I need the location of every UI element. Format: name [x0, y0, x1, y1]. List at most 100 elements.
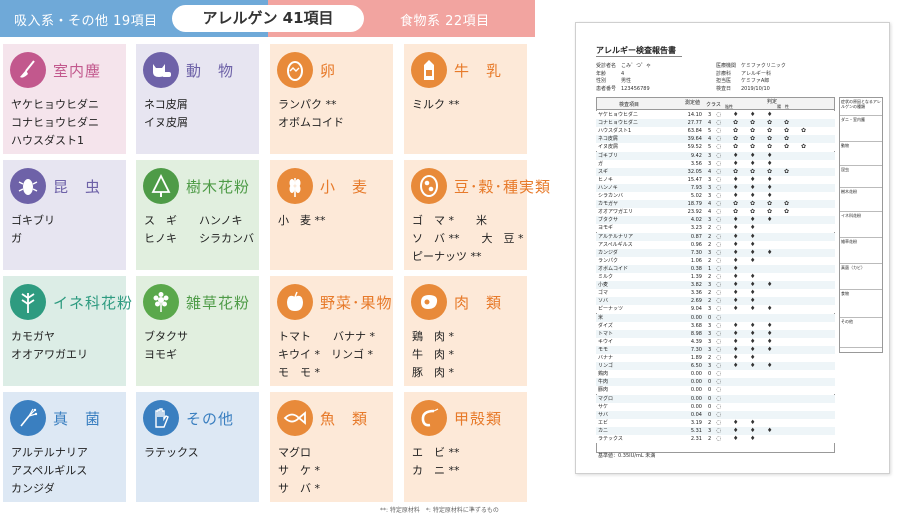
report-item-name: 牛肉: [598, 379, 609, 386]
class-marker: ♦: [733, 192, 739, 199]
report-item-value: 9.04: [690, 306, 702, 313]
class-marker: ♦: [733, 337, 739, 345]
header-total-label: アレルゲン 41項目: [172, 5, 364, 32]
report-item-value: 3.82: [690, 282, 702, 289]
class-marker: ✿: [750, 119, 756, 127]
class-marker: ✿: [733, 119, 739, 127]
footnote: **: 特定原材料 *: 特定原材料に準ずるもの: [380, 507, 499, 514]
card-item-list: アルテルナリア アスペルギルス カンジダ: [11, 444, 88, 498]
class-marker: ✿: [784, 167, 790, 175]
class-marker: ♦: [750, 256, 756, 264]
report-item-name: ラテックス: [598, 436, 623, 442]
report-row: ヒノキ 15.47 3 ◌ ♦ ♦ ♦: [596, 175, 835, 184]
report-item-class: 3: [708, 160, 712, 167]
class-marker: ✿: [784, 127, 790, 135]
glove-icon: [143, 400, 179, 436]
class-marker: ♦: [750, 175, 756, 183]
header-class: クラス: [706, 102, 721, 108]
legend-box: 食物: [840, 290, 882, 318]
report-item-value: 5.02: [690, 193, 702, 199]
class-marker: ◌: [716, 135, 722, 143]
cat-icon: [143, 52, 179, 88]
class-marker: ✿: [733, 127, 739, 135]
report-item-name: サバ: [598, 411, 609, 418]
report-item-class: 1: [708, 265, 712, 272]
report-info-line: 年齢 4: [596, 70, 625, 77]
class-marker: ♦: [767, 111, 773, 118]
header-food-label: 食物系 22項目: [400, 14, 490, 29]
report-item-value: 1.06: [690, 257, 702, 264]
report-row: モモ 7.30 3 ◌ ♦ ♦ ♦: [596, 345, 835, 354]
card-item: ヨモギ: [144, 348, 177, 361]
header-judge: 判定: [767, 99, 778, 105]
class-marker: ♦: [733, 345, 739, 353]
fish-icon: [277, 400, 313, 436]
allergen-card: 甲殻類エ ビ ** カ ニ **: [404, 392, 527, 502]
report-item-name: ヒノキ: [598, 176, 614, 183]
class-marker: ◌: [716, 410, 722, 418]
legend-box: 樹木花粉: [840, 188, 882, 212]
report-item-value: 0.00: [690, 403, 702, 410]
card-title: 牛 乳: [454, 62, 503, 80]
card-item: モ モ *: [278, 366, 320, 379]
class-marker: ◌: [716, 402, 722, 410]
class-marker: ♦: [733, 321, 739, 329]
class-marker: ♦: [750, 151, 756, 159]
card-item: ス ギ ハンノキ: [144, 214, 243, 227]
class-marker: ✿: [767, 127, 773, 135]
class-marker: ♦: [733, 297, 739, 305]
card-title: 雑草花粉: [186, 294, 251, 312]
card-item-list: 鶏 肉 * 牛 肉 * 豚 肉 *: [412, 328, 454, 382]
report-item-name: 豚肉: [598, 387, 609, 394]
class-marker: ♦: [733, 289, 739, 297]
tree-icon: [143, 168, 179, 204]
class-marker: ♦: [733, 232, 739, 240]
report-item-class: 2: [708, 298, 712, 305]
report-item-name: モモ: [598, 346, 609, 353]
report-item-class: 0: [708, 403, 712, 410]
report-info-line: 受診者名 こみ゛つ゜ゃ: [596, 63, 652, 69]
class-marker: ♦: [750, 305, 756, 313]
report-item-class: 5: [708, 144, 712, 151]
report-row: オボムコイド 0.38 1 ◌ ♦: [596, 264, 835, 273]
allergen-card: 卵ランパク ** オボムコイド: [270, 44, 393, 154]
class-marker: ◌: [716, 216, 722, 224]
class-marker: ♦: [767, 151, 773, 159]
card-title: 動 物: [186, 62, 235, 80]
class-marker: ♦: [750, 329, 756, 337]
card-title: 真 菌: [53, 410, 102, 428]
report-row: ヨモギ 3.23 2 ◌ ♦ ♦: [596, 224, 835, 233]
report-item-name: バナナ: [598, 355, 614, 361]
report-item-class: 2: [708, 274, 712, 280]
class-marker: ♦: [767, 345, 773, 353]
report-item-class: 3: [708, 338, 712, 345]
report-item-name: オオアワガエリ: [598, 209, 634, 216]
class-marker: ♦: [767, 216, 773, 224]
class-marker: ◌: [716, 264, 722, 272]
report-item-value: 0.00: [690, 379, 702, 386]
legend-box: ダニ・室内塵: [840, 116, 882, 142]
class-marker: ◌: [716, 354, 722, 361]
report-row: コナヒョウヒダニ 27.77 4 ◌ ✿ ✿ ✿ ✿: [596, 119, 835, 128]
report-item-value: 18.79: [687, 201, 702, 208]
card-item: サ ケ *: [278, 464, 320, 477]
card-title: 豆･穀･種実類: [454, 178, 552, 196]
report-item-value: 3.56: [690, 160, 702, 167]
class-marker: ✿: [767, 208, 773, 216]
report-row: アスペルギルス 0.96 2 ◌ ♦ ♦: [596, 240, 835, 249]
header-value: 測定値: [685, 100, 701, 106]
report-item-value: 14.10: [687, 112, 702, 118]
allergen-card: 豆･穀･種実類ゴ マ * 米ソ バ ** 大 豆 * ピーナッツ **: [404, 160, 550, 270]
report-item-name: エビ: [598, 419, 609, 426]
report-item-name: ヤケヒョウヒダニ: [598, 112, 639, 118]
class-marker: ✿: [750, 143, 756, 151]
report-item-value: 5.31: [690, 427, 702, 434]
class-marker: ◌: [716, 273, 722, 280]
class-marker: ♦: [750, 289, 756, 297]
report-item-class: 0: [708, 387, 712, 394]
class-marker: ♦: [733, 264, 739, 272]
allergen-card: イネ科花粉 カモガヤ オオアワガエリ: [3, 276, 132, 386]
class-marker: ♦: [767, 175, 773, 183]
class-marker: ♦: [767, 248, 773, 256]
legend-box: 雑草花粉: [840, 238, 882, 264]
